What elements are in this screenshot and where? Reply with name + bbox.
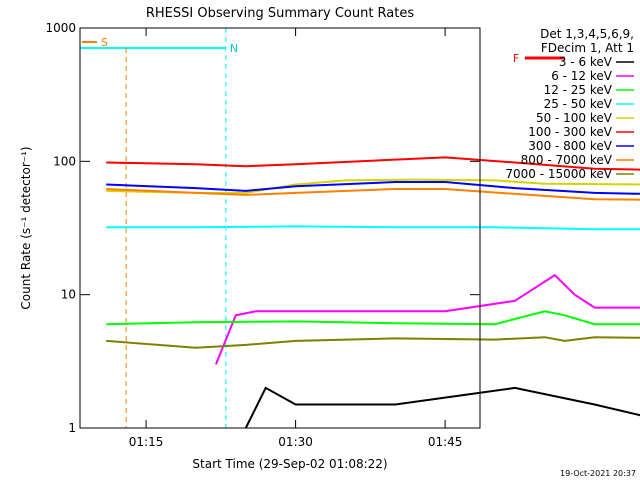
x-axis-label: Start Time (29-Sep-02 01:08:22) [192,457,387,471]
series-line-6 [106,156,640,171]
y-tick-label-0: 1 [68,421,76,435]
legend-label-6: 100 - 300 keV [528,125,612,139]
plot-frame [79,27,481,429]
x-tick-label-2: 01:45 [428,435,463,449]
flare-label: F [513,52,519,65]
series-layer [106,156,640,429]
axes: 01:15 01:30 01:45 1 10 100 1000 [45,21,480,449]
legend-label-5: 50 - 100 keV [536,111,613,125]
saa-label: S [101,36,108,49]
annotations: S N F [101,36,519,65]
legend-label-2: 6 - 12 keV [551,69,613,83]
legend-header-0: Det 1,3,4,5,6,9, [540,27,634,41]
series-line-3 [106,310,640,326]
series-line-2 [214,273,640,365]
legend-label-4: 25 - 50 keV [544,97,613,111]
y-tick-label-3: 1000 [45,21,76,35]
legend-label-7: 300 - 800 keV [528,139,612,153]
series-line-7 [106,181,640,195]
y-tick-label-1: 10 [61,288,76,302]
x-tick-label-1: 01:30 [278,435,313,449]
legend-label-9: 7000 - 15000 keV [505,167,612,181]
series-line-4 [106,225,640,231]
night-label: N [230,42,238,55]
legend-label-8: 800 - 7000 keV [521,153,613,167]
legend-label-1: 3 - 6 keV [559,55,613,69]
legend: Det 1,3,4,5,6,9,FDecim 1, Att 13 - 6 keV… [505,27,634,181]
legend-header-1: FDecim 1, Att 1 [541,41,634,55]
series-line-8 [106,188,640,201]
y-tick-label-2: 100 [53,154,76,168]
series-line-9 [106,336,640,349]
x-tick-label-0: 01:15 [129,435,164,449]
chart-title: RHESSI Observing Summary Count Rates [146,6,415,21]
footer-date: 19-Oct-2021 20:37 [560,469,636,478]
y-axis-label: Count Rate (s⁻¹ detector⁻¹) [19,146,33,309]
series-line-1 [244,386,640,429]
legend-label-3: 12 - 25 keV [544,83,613,97]
series-line-5 [106,178,640,194]
